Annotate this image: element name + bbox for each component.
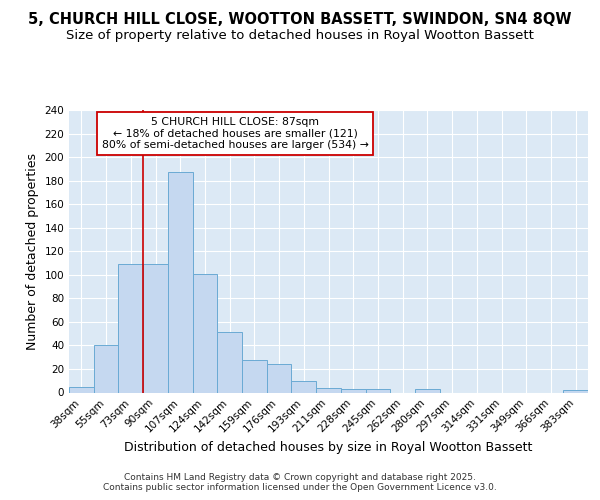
Bar (242, 360, 267, 392)
Bar (292, 380, 316, 392)
Text: 5 CHURCH HILL CLOSE: 87sqm
← 18% of detached houses are smaller (121)
80% of sem: 5 CHURCH HILL CLOSE: 87sqm ← 18% of deta… (101, 117, 368, 150)
Bar (341, 389, 365, 392)
Bar (217, 332, 242, 392)
Bar (267, 364, 292, 392)
Bar (94, 346, 118, 393)
Bar (415, 389, 440, 392)
Text: Size of property relative to detached houses in Royal Wootton Bassett: Size of property relative to detached ho… (66, 29, 534, 42)
Bar (193, 274, 217, 392)
Bar (563, 390, 588, 392)
Bar (143, 264, 168, 392)
Text: 5, CHURCH HILL CLOSE, WOOTTON BASSETT, SWINDON, SN4 8QW: 5, CHURCH HILL CLOSE, WOOTTON BASSETT, S… (28, 12, 572, 28)
X-axis label: Distribution of detached houses by size in Royal Wootton Bassett: Distribution of detached houses by size … (124, 441, 533, 454)
Bar (69, 386, 94, 392)
Text: Contains HM Land Registry data © Crown copyright and database right 2025.
Contai: Contains HM Land Registry data © Crown c… (103, 473, 497, 492)
Bar (316, 388, 341, 392)
Bar (168, 172, 193, 392)
Y-axis label: Number of detached properties: Number of detached properties (26, 153, 39, 350)
Bar (365, 389, 390, 392)
Bar (118, 264, 143, 392)
